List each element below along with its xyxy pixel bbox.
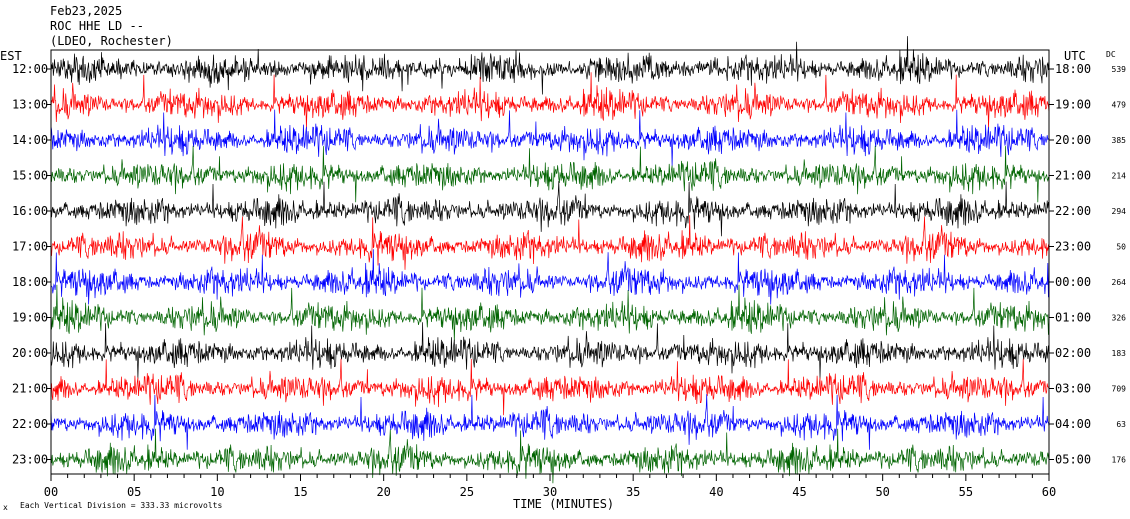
est-label: 12:00 bbox=[12, 62, 48, 76]
x-tick-label: 00 bbox=[44, 485, 58, 499]
trace-row-2100 bbox=[50, 358, 1050, 416]
trace-row-2000 bbox=[50, 322, 1050, 379]
footer-marker-icon: x bbox=[3, 503, 8, 512]
x-tick-label: 05 bbox=[127, 485, 141, 499]
est-label: 23:00 bbox=[12, 453, 48, 467]
est-label: 15:00 bbox=[12, 169, 48, 183]
utc-label: 19:00 bbox=[1055, 98, 1091, 112]
dc-value: 539 bbox=[1112, 65, 1127, 74]
x-tick-label: 35 bbox=[626, 485, 640, 499]
est-label: 21:00 bbox=[12, 382, 48, 396]
x-axis-ticks: 00 05 10 15 20 25 30 35 40 45 50 55 60 bbox=[44, 474, 1056, 499]
x-tick-label: 25 bbox=[460, 485, 474, 499]
trace-row-1900 bbox=[50, 284, 1050, 342]
utc-labels: 18:00 19:00 20:00 21:00 22:00 23:00 00:00 01:00… bbox=[1049, 62, 1091, 467]
trace-row-1800 bbox=[50, 249, 1050, 305]
x-tick-label: 10 bbox=[210, 485, 224, 499]
utc-label: 21:00 bbox=[1055, 169, 1091, 183]
utc-label: 02:00 bbox=[1055, 346, 1091, 360]
x-tick-label: 60 bbox=[1042, 485, 1056, 499]
utc-label: 18:00 bbox=[1055, 62, 1091, 76]
dc-value: 385 bbox=[1112, 136, 1127, 145]
network-label: (LDEO, Rochester) bbox=[50, 34, 173, 48]
est-label: 14:00 bbox=[12, 133, 48, 147]
est-label: 16:00 bbox=[12, 204, 48, 218]
footer-note: Each Vertical Division = 333.33 microvol… bbox=[20, 501, 222, 510]
utc-label: 22:00 bbox=[1055, 204, 1091, 218]
dc-value: 50 bbox=[1116, 243, 1126, 252]
utc-label: 05:00 bbox=[1055, 453, 1091, 467]
station-label: ROC HHE LD -- bbox=[50, 19, 144, 33]
est-label: 13:00 bbox=[12, 98, 48, 112]
est-axis-label: EST bbox=[0, 49, 22, 63]
dc-axis-label: DC bbox=[1106, 50, 1116, 59]
trace-row-1600 bbox=[50, 180, 1050, 237]
x-tick-label: 45 bbox=[792, 485, 806, 499]
utc-label: 01:00 bbox=[1055, 311, 1091, 325]
utc-axis-label: UTC bbox=[1064, 49, 1086, 63]
dc-value: 63 bbox=[1116, 420, 1126, 429]
trace-row-2300 bbox=[50, 428, 1050, 484]
est-labels: 12:00 13:00 14:00 15:00 16:00 17:00 18:00 19:00… bbox=[12, 62, 51, 467]
utc-label: 04:00 bbox=[1055, 417, 1091, 431]
trace-row-2200 bbox=[50, 394, 1050, 450]
x-axis-label: TIME (MINUTES) bbox=[513, 497, 614, 511]
traces-group bbox=[50, 36, 1050, 484]
dc-value: 264 bbox=[1112, 278, 1127, 287]
trace-row-1300 bbox=[50, 72, 1050, 129]
x-tick-label: 55 bbox=[959, 485, 973, 499]
dc-value: 709 bbox=[1112, 385, 1127, 394]
dc-value: 294 bbox=[1112, 207, 1127, 216]
x-tick-label: 30 bbox=[543, 485, 557, 499]
dc-value: 176 bbox=[1112, 456, 1127, 465]
plot-frame bbox=[50, 49, 1050, 475]
x-tick-label: 50 bbox=[875, 485, 889, 499]
utc-label: 00:00 bbox=[1055, 275, 1091, 289]
x-tick-label: 20 bbox=[376, 485, 390, 499]
est-label: 18:00 bbox=[12, 275, 48, 289]
x-tick-label: 40 bbox=[709, 485, 723, 499]
dc-value: 326 bbox=[1112, 314, 1127, 323]
est-label: 22:00 bbox=[12, 417, 48, 431]
date-label: Feb23,2025 bbox=[50, 4, 123, 18]
trace-row-1200 bbox=[50, 36, 1050, 95]
utc-label: 03:00 bbox=[1055, 382, 1091, 396]
utc-label: 23:00 bbox=[1055, 240, 1091, 254]
utc-label: 20:00 bbox=[1055, 133, 1091, 147]
trace-row-1700 bbox=[50, 215, 1050, 270]
dc-labels: 539 479 385 214 294 50 264 326 183 709 63 176 bbox=[1112, 65, 1127, 465]
dc-value: 183 bbox=[1112, 349, 1127, 358]
est-label: 19:00 bbox=[12, 311, 48, 325]
trace-row-1400 bbox=[50, 109, 1050, 167]
trace-row-1500 bbox=[50, 145, 1050, 203]
dc-value: 479 bbox=[1112, 101, 1127, 110]
est-label: 17:00 bbox=[12, 240, 48, 254]
est-label: 20:00 bbox=[12, 346, 48, 360]
x-tick-label: 15 bbox=[293, 485, 307, 499]
dc-value: 214 bbox=[1112, 172, 1127, 181]
